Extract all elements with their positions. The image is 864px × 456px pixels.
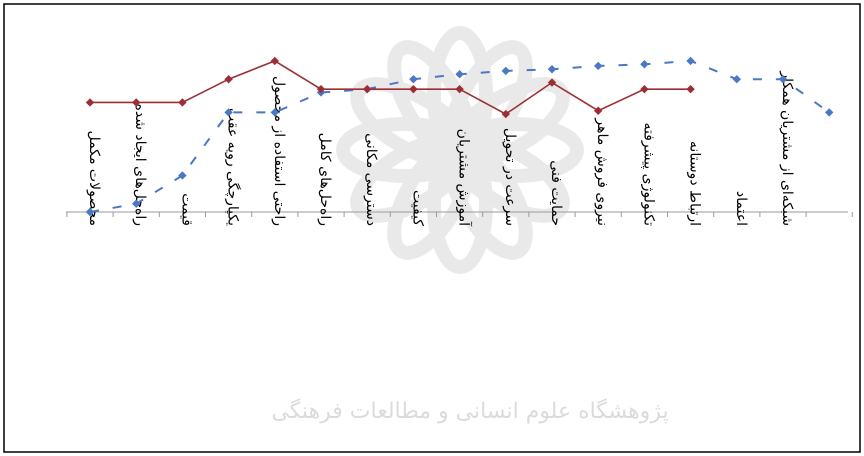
x-tick-label: ارتباط دوستانه (687, 141, 703, 226)
x-tick-label: راحتی استفاده از محصول (271, 76, 287, 226)
data-point-marker (132, 199, 141, 208)
x-axis-tick-labels: محصولات مکمل راه‌حل‌های ایجاد شده قیمت یکپا… (86, 70, 795, 227)
x-tick-label: راه‌حل‌های کامل (317, 133, 333, 226)
data-point-marker (270, 56, 279, 66)
watermark-petal (446, 117, 584, 183)
data-point-marker (640, 84, 649, 94)
data-point-marker (640, 60, 649, 69)
watermark-petal (445, 132, 570, 223)
data-point-marker (594, 61, 603, 71)
data-point-marker (224, 75, 233, 84)
watermark-petal (427, 136, 493, 274)
data-point-marker (455, 70, 464, 79)
data-point-marker (501, 109, 510, 119)
x-tick-label: قیمت (178, 193, 194, 226)
data-point-marker (547, 78, 557, 87)
x-tick-label: تکنولوژی پیشرفته (640, 122, 656, 226)
x-tick-label: نیروی فروش ماهر (594, 117, 610, 226)
data-point-marker (547, 65, 557, 74)
watermark-petal (350, 77, 475, 168)
data-point-marker (85, 207, 95, 217)
x-tick-label: حمایت فنی (548, 160, 564, 226)
watermark-petal (427, 26, 493, 164)
x-tick-label: اعتماد (733, 191, 749, 226)
data-point-marker (270, 108, 279, 117)
watermark-petal (350, 132, 475, 223)
data-point-marker (409, 75, 418, 84)
data-point-marker (825, 108, 834, 117)
data-point-marker (85, 98, 95, 107)
data-point-marker (132, 98, 141, 107)
data-point-marker (178, 171, 187, 180)
watermark-petal (442, 40, 533, 165)
data-point-marker (778, 75, 788, 84)
data-point-marker (501, 66, 510, 76)
data-point-marker (316, 84, 326, 94)
watermark-petal (387, 135, 478, 260)
series-layer (85, 56, 834, 217)
data-point-marker (732, 75, 741, 84)
x-axis-ticks (66, 212, 853, 217)
data-point-marker (363, 84, 372, 94)
series-1 (85, 56, 695, 119)
watermark-petal (442, 135, 533, 260)
data-point-marker (686, 56, 695, 66)
x-tick-label: یکپارچگی رویه عقب (225, 108, 242, 226)
data-point-marker (455, 84, 464, 94)
watermark-center (430, 120, 490, 180)
watermark-petal (445, 77, 570, 168)
watermark-petal (336, 117, 474, 183)
x-tick-label: محصولات مکمل (86, 131, 102, 226)
watermark-logo (336, 26, 584, 274)
watermark-text: پژوهشگاه علوم انسانی و مطالعات فرهنگی (271, 398, 668, 424)
x-tick-label: آموزش مشتریان (456, 129, 473, 227)
data-point-marker (409, 84, 418, 94)
data-point-marker (178, 98, 187, 107)
data-point-marker (224, 108, 233, 117)
series-line (90, 60, 691, 115)
x-tick-label: راه‌حل‌های ایجاد شده (132, 103, 148, 226)
data-point-marker (594, 106, 603, 115)
x-tick-label: شبکه‌ای از مشتریان همکار (779, 70, 795, 226)
chart-frame (3, 3, 861, 453)
data-point-marker (686, 84, 695, 94)
x-tick-label: سرعت در تحویل (502, 128, 518, 226)
x-tick-label: کیفیت (409, 190, 425, 226)
x-tick-label: دسترسی مکانی (363, 133, 379, 226)
